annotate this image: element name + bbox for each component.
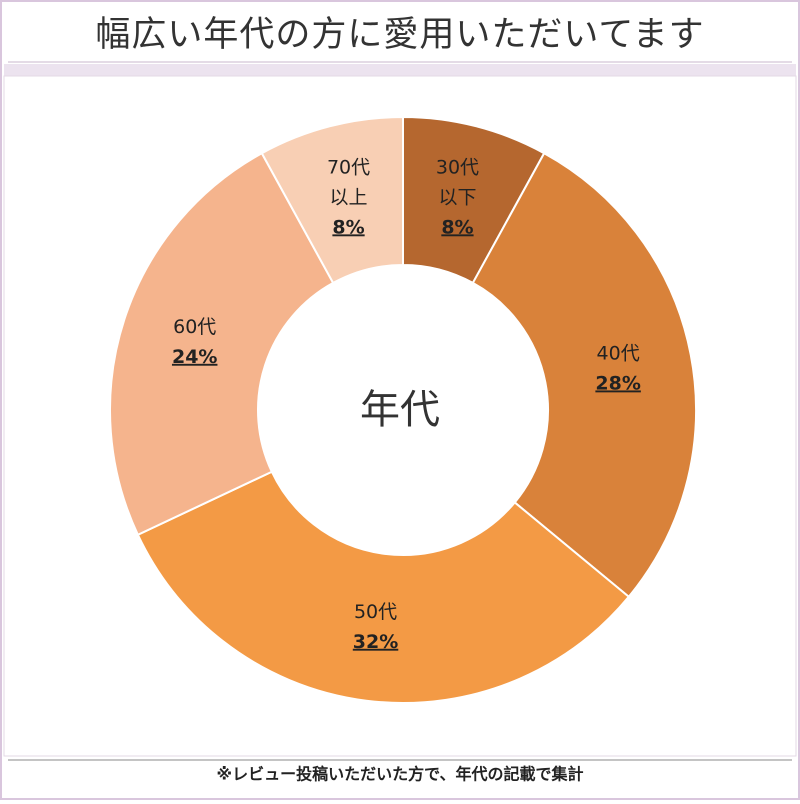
slice-category-label: 60代 xyxy=(173,316,216,338)
donut-slice xyxy=(471,151,697,599)
slice-value-label: 28% xyxy=(595,372,640,394)
title-band xyxy=(2,2,798,60)
slice-category-label: 30代 xyxy=(436,156,479,178)
slice-category-label: 以下 xyxy=(438,186,476,208)
title-shade xyxy=(4,64,796,76)
slice-value-label: 32% xyxy=(353,631,398,653)
slice-value-label: 8% xyxy=(441,216,473,238)
slice-category-label: 以上 xyxy=(330,186,368,208)
donut-slice xyxy=(260,115,404,285)
slice-value-label: 8% xyxy=(332,216,364,238)
slice-category-label: 50代 xyxy=(354,601,397,623)
footnote: ※レビュー投稿いただいた方で、年代の記載で集計 xyxy=(217,765,584,784)
slice-value-label: 24% xyxy=(172,346,217,368)
center-label: 年代 xyxy=(360,387,440,433)
donut-slice xyxy=(109,151,335,537)
slice-category-label: 40代 xyxy=(597,342,640,364)
slice-category-label: 70代 xyxy=(327,156,370,178)
chart-title: 幅広い年代の方に愛用いただいてます xyxy=(95,15,704,55)
donut-slice xyxy=(136,470,631,704)
